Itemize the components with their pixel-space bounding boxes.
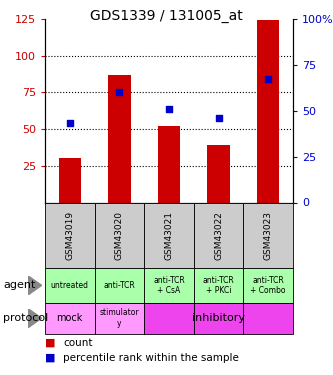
Bar: [194, 303, 243, 334]
Bar: [45, 303, 95, 334]
Point: [117, 89, 122, 95]
Text: GSM43021: GSM43021: [165, 211, 173, 260]
Text: ■: ■: [45, 353, 56, 363]
Polygon shape: [28, 276, 42, 295]
Text: mock: mock: [57, 313, 83, 323]
Bar: [45, 202, 95, 268]
Bar: [45, 268, 95, 303]
Text: count: count: [63, 338, 93, 348]
Point: [166, 106, 172, 112]
Bar: [207, 145, 230, 202]
Text: percentile rank within the sample: percentile rank within the sample: [63, 353, 239, 363]
Point: [266, 76, 271, 82]
Text: anti-TCR
+ Combo: anti-TCR + Combo: [250, 276, 286, 295]
Text: GSM43020: GSM43020: [115, 211, 124, 260]
Text: GSM43023: GSM43023: [264, 211, 273, 260]
Point: [216, 115, 221, 121]
Bar: [158, 126, 180, 202]
Text: ■: ■: [45, 338, 56, 348]
Text: protocol: protocol: [3, 313, 49, 323]
Bar: [59, 158, 81, 203]
Bar: [194, 202, 243, 268]
Bar: [95, 268, 144, 303]
Text: anti-TCR
+ PKCi: anti-TCR + PKCi: [203, 276, 234, 295]
Bar: [144, 268, 194, 303]
Bar: [144, 303, 194, 334]
Bar: [243, 268, 293, 303]
Text: anti-TCR: anti-TCR: [104, 281, 135, 290]
Bar: [144, 202, 194, 268]
Point: [67, 120, 73, 126]
Bar: [95, 303, 144, 334]
Text: GSM43022: GSM43022: [214, 211, 223, 260]
Polygon shape: [28, 309, 42, 328]
Text: GSM43019: GSM43019: [65, 211, 74, 260]
Text: inhibitory: inhibitory: [192, 313, 245, 323]
Bar: [95, 202, 144, 268]
Text: stimulator
y: stimulator y: [100, 309, 139, 328]
Bar: [108, 75, 131, 202]
Text: agent: agent: [3, 280, 36, 290]
Text: GDS1339 / 131005_at: GDS1339 / 131005_at: [90, 9, 243, 23]
Text: untreated: untreated: [51, 281, 89, 290]
Bar: [194, 268, 243, 303]
Bar: [243, 202, 293, 268]
Text: anti-TCR
+ CsA: anti-TCR + CsA: [153, 276, 185, 295]
Bar: [243, 303, 293, 334]
Bar: [257, 20, 279, 203]
